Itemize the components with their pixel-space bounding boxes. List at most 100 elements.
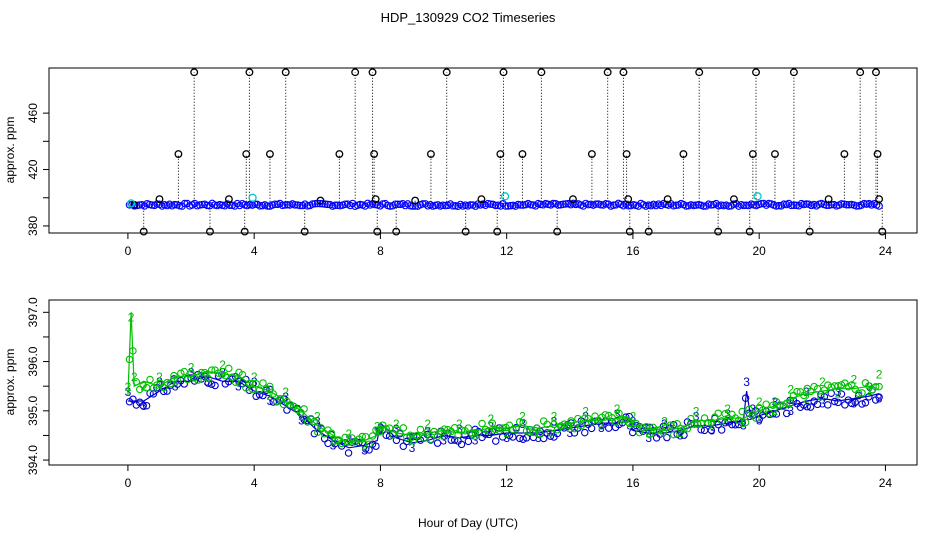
outlier-point [370, 150, 379, 158]
unit-3-point [146, 389, 154, 397]
unit-3-point [851, 398, 859, 407]
unit-2-point [269, 390, 278, 398]
baseline-point [411, 202, 420, 210]
bottom-y-tick-label: 394.0 [26, 445, 40, 475]
unit-3-point [800, 401, 808, 409]
outlier-point [824, 195, 833, 204]
unit-3-point [129, 395, 137, 404]
outlier-point [224, 195, 233, 204]
unit-3-point [580, 428, 589, 437]
baseline-point [316, 199, 324, 208]
baseline-point [682, 202, 690, 210]
unit-2-point [385, 424, 394, 432]
unit-2-label: 2 [626, 416, 633, 430]
unit-2-point [399, 424, 408, 432]
unit-2-point [570, 424, 579, 433]
unit-3-point [587, 424, 596, 433]
unit-3-point [392, 436, 401, 445]
unit-2-point [707, 418, 716, 427]
baseline-point [757, 199, 766, 208]
baseline-point [140, 202, 149, 210]
outlier-point [281, 68, 290, 77]
baseline-point [609, 201, 618, 209]
unit-3-point [457, 440, 466, 449]
unit-2-label: 2 [535, 426, 542, 440]
unit-2-point [735, 416, 743, 425]
top-x-tick-label: 16 [626, 244, 640, 258]
baseline-point [308, 200, 317, 208]
outlier-point [587, 150, 596, 158]
baseline-point [526, 200, 535, 209]
bottom-y-tick-label: 397.0 [26, 297, 40, 327]
baseline-point [231, 202, 239, 210]
unit-3-label: 3 [298, 414, 305, 428]
unit-2-point [474, 429, 483, 437]
baseline-point [780, 200, 788, 208]
unit-3-point [837, 390, 846, 398]
unit-2-point [714, 409, 722, 417]
outlier-point [729, 195, 738, 204]
outlier-point [477, 195, 486, 204]
baseline-point [699, 202, 708, 210]
unit-2-label: 2 [440, 429, 447, 443]
baseline-point [501, 202, 510, 210]
baseline-point [707, 201, 715, 209]
unit-2-point [800, 391, 808, 400]
baseline-point [205, 201, 214, 210]
unit-3-label: 3 [566, 426, 573, 440]
unit-2-point [365, 440, 373, 448]
unit-3-point [372, 442, 380, 450]
unit-3-point [365, 446, 373, 454]
unit-2-label: 2 [125, 380, 132, 394]
baseline-point [584, 200, 593, 209]
outlier-point [300, 227, 309, 236]
unit-2-label: 2 [188, 360, 195, 374]
unit-2-label: 2 [140, 379, 147, 393]
unit-2-point [683, 424, 692, 433]
bottom-x-tick-label: 24 [879, 476, 893, 490]
unit-2-label: 2 [708, 419, 715, 433]
unit-2-point [830, 382, 839, 390]
bottom-x-tick-label: 8 [377, 476, 384, 490]
baseline-point [729, 200, 738, 208]
unit-2-point [669, 430, 678, 439]
baseline-point [203, 201, 211, 210]
x-axis-label: Hour of Day (UTC) [418, 516, 518, 530]
unit-2-point [177, 369, 185, 378]
outlier-point [695, 68, 704, 77]
baseline-point [281, 201, 289, 209]
baseline-point [775, 201, 783, 210]
unit-2-label: 2 [677, 426, 684, 440]
baseline-point [506, 201, 515, 210]
flagged-point [500, 192, 510, 201]
unit-2-point [813, 384, 822, 393]
baseline-point [554, 201, 562, 209]
unit-3-point [505, 431, 514, 440]
unit-2-point [765, 409, 774, 418]
unit-2-point [687, 414, 695, 423]
unit-3-point [139, 402, 147, 410]
unit-2-label: 2 [787, 383, 794, 397]
unit-2-point [611, 417, 620, 426]
unit-2-point [871, 382, 880, 391]
unit-2-point [752, 414, 760, 422]
baseline-point [852, 202, 861, 210]
unit-3-point [841, 401, 849, 409]
unit-2-point [546, 429, 555, 437]
unit-2-label: 2 [282, 385, 289, 399]
baseline-point [278, 201, 287, 210]
baseline-point [439, 201, 447, 209]
baseline-point [672, 201, 680, 209]
unit-3-label: 3 [876, 392, 883, 406]
unit-3-point [204, 379, 212, 387]
unit-2-point [146, 375, 154, 384]
unit-2-point [225, 364, 233, 373]
unit-3-label: 3 [740, 419, 747, 433]
baseline-point [845, 200, 853, 209]
unit-2-label: 2 [693, 405, 700, 419]
unit-2-point [639, 423, 647, 432]
unit-2-label: 2 [645, 426, 652, 440]
unit-2-label: 2 [374, 419, 381, 433]
unit-2-point [481, 425, 490, 434]
bottom-x-tick-label: 20 [753, 476, 767, 490]
